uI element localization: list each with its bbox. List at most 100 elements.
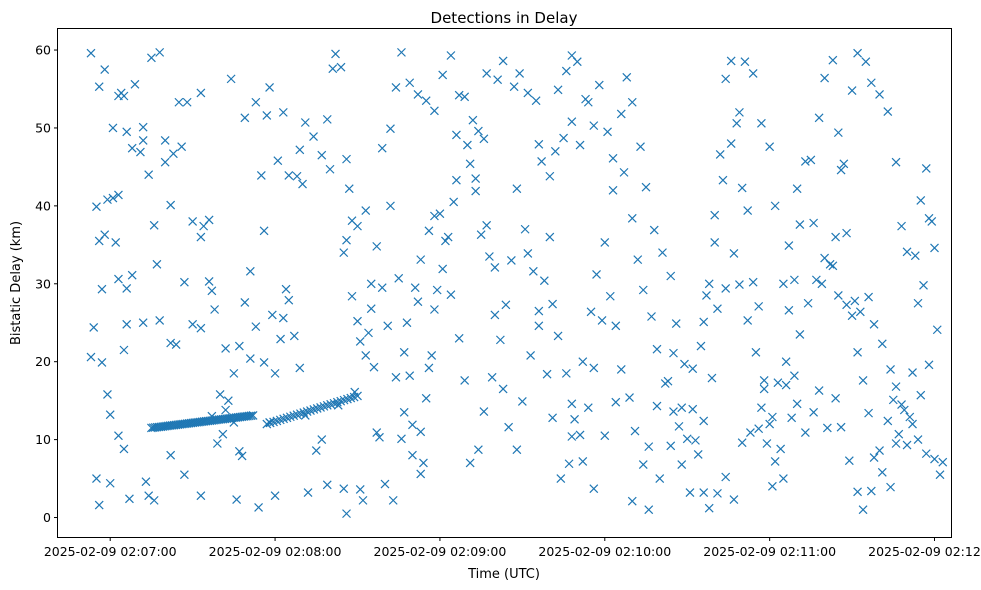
data-point: [454, 90, 464, 100]
data-point: [416, 427, 426, 437]
data-point: [583, 97, 593, 107]
data-point: [828, 261, 838, 271]
data-point: [292, 171, 302, 181]
data-point: [215, 389, 225, 399]
data-point: [265, 83, 274, 92]
data-point: [721, 74, 731, 84]
data-point: [364, 328, 373, 338]
data-point: [270, 491, 280, 501]
data-point: [842, 300, 852, 310]
data-point: [809, 407, 819, 417]
data-point: [424, 226, 434, 236]
data-point: [699, 416, 709, 426]
data-point: [721, 284, 731, 293]
y-tick-label: 60: [35, 43, 51, 58]
data-point: [449, 197, 459, 207]
data-point: [394, 273, 404, 283]
data-point: [329, 398, 339, 408]
data-point: [526, 351, 536, 360]
data-point: [853, 347, 863, 357]
data-point: [534, 139, 544, 149]
data-point: [616, 109, 626, 119]
data-point: [149, 495, 159, 505]
data-point: [800, 428, 810, 438]
data-point: [325, 164, 335, 174]
data-point: [589, 121, 599, 131]
data-point: [534, 306, 544, 316]
data-point: [743, 315, 753, 325]
data-point: [375, 432, 384, 442]
data-point: [864, 292, 873, 302]
data-point: [92, 202, 101, 212]
data-point: [278, 313, 288, 323]
data-point: [108, 193, 118, 203]
data-point: [339, 484, 349, 494]
x-tick-label: 2025-02-09 02:07:00: [44, 544, 177, 559]
data-point: [693, 449, 703, 459]
data-point: [405, 78, 415, 88]
data-point: [471, 186, 481, 196]
data-point: [391, 83, 401, 92]
data-point: [179, 277, 189, 287]
data-point: [179, 470, 189, 480]
data-point: [275, 415, 285, 425]
data-point: [413, 90, 423, 99]
data-point: [644, 505, 654, 515]
data-point: [196, 491, 206, 501]
data-point: [372, 428, 382, 438]
data-point: [284, 295, 294, 305]
data-point: [473, 126, 483, 136]
data-point: [537, 157, 547, 166]
data-point: [221, 405, 231, 415]
y-axis: 0 10 20 30 40 50 60: [35, 43, 58, 525]
data-point: [748, 68, 758, 78]
data-point: [539, 276, 549, 286]
data-point: [279, 414, 289, 424]
data-point: [319, 401, 329, 411]
data-point: [883, 107, 893, 117]
data-point: [152, 259, 162, 269]
data-point: [97, 284, 107, 294]
data-point: [627, 97, 637, 107]
data-point: [762, 439, 772, 448]
data-point: [781, 380, 791, 390]
data-point: [262, 419, 272, 429]
data-point: [100, 65, 110, 74]
data-point: [270, 368, 280, 378]
data-point: [237, 451, 247, 461]
data-point: [866, 78, 876, 88]
data-point: [850, 296, 860, 306]
data-point: [160, 157, 170, 167]
data-point: [691, 435, 700, 445]
data-point: [877, 339, 887, 349]
data-point: [778, 474, 788, 483]
data-point: [204, 215, 214, 225]
data-point: [787, 413, 797, 423]
data-point: [245, 266, 255, 276]
data-point: [647, 312, 656, 321]
data-point: [331, 49, 340, 59]
data-point: [858, 505, 868, 515]
data-point: [803, 298, 813, 308]
data-point: [792, 399, 802, 409]
data-point: [212, 439, 222, 448]
data-point: [713, 304, 722, 314]
data-point: [451, 175, 461, 185]
data-point: [688, 364, 698, 374]
data-point: [103, 195, 112, 205]
data-point: [226, 74, 236, 84]
data-point: [737, 183, 747, 193]
data-point: [410, 283, 420, 293]
data-point: [545, 232, 555, 242]
data-point: [770, 456, 780, 466]
y-tick-label: 40: [35, 198, 51, 213]
data-point: [122, 319, 132, 329]
data-point: [259, 358, 269, 367]
data-point: [405, 371, 415, 381]
data-point: [844, 456, 854, 466]
data-point: [332, 397, 342, 407]
data-point: [792, 184, 802, 194]
data-point: [322, 400, 332, 410]
x-tick-label: 2025-02-09 02:08:00: [209, 544, 342, 559]
data-point: [344, 184, 354, 194]
